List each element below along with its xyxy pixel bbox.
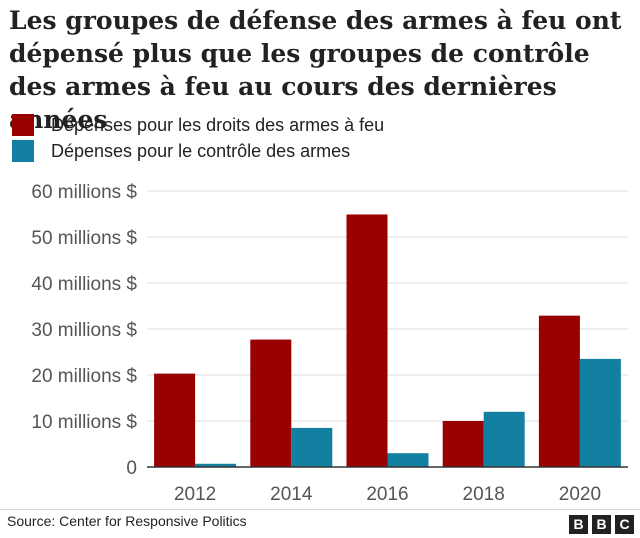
bar [346, 214, 388, 467]
bar-chart: 0 10 millions $ 20 millions $ 30 millions $… [31, 182, 628, 505]
legend-label-gun-rights: Dépenses pour les droits des armes à feu [51, 114, 385, 135]
bar [195, 463, 237, 467]
x-tick-label: 2016 [366, 484, 408, 505]
bbc-logo: B B C [569, 515, 634, 534]
bar [483, 411, 525, 467]
y-tick-label: 30 millions $ [31, 320, 137, 341]
legend-swatch-gun-rights [12, 114, 34, 136]
bar [579, 358, 621, 467]
y-tick-label: 20 millions $ [31, 366, 137, 387]
bar [250, 339, 292, 467]
legend-swatch-gun-control [12, 140, 34, 162]
legend-item-gun-control: Dépenses pour le contrôle des armes [12, 138, 384, 164]
y-tick-label: 0 [126, 458, 137, 479]
bar [154, 373, 196, 467]
bar [538, 315, 580, 467]
bbc-logo-letter-3: C [615, 515, 634, 534]
bar [387, 453, 429, 467]
source-note: Source: Center for Responsive Politics [7, 513, 247, 529]
x-tick-label: 2012 [174, 484, 216, 505]
x-tick-label: 2018 [463, 484, 505, 505]
chart-title: Les groupes de défense des armes à feu o… [9, 6, 622, 134]
bar [291, 427, 333, 467]
y-tick-label: 40 millions $ [31, 274, 137, 295]
footer-divider [0, 509, 640, 510]
bbc-logo-letter-1: B [569, 515, 588, 534]
y-tick-label: 50 millions $ [31, 228, 137, 249]
x-tick-label: 2020 [559, 484, 601, 505]
y-tick-label: 10 millions $ [31, 412, 137, 433]
y-tick-label: 60 millions $ [31, 182, 137, 203]
x-tick-label: 2014 [270, 484, 313, 505]
legend-item-gun-rights: Dépenses pour les droits des armes à feu [12, 112, 384, 138]
legend: Dépenses pour les droits des armes à feu… [12, 112, 384, 164]
bbc-logo-letter-2: B [592, 515, 611, 534]
legend-label-gun-control: Dépenses pour le contrôle des armes [51, 140, 351, 161]
bar [442, 421, 484, 467]
